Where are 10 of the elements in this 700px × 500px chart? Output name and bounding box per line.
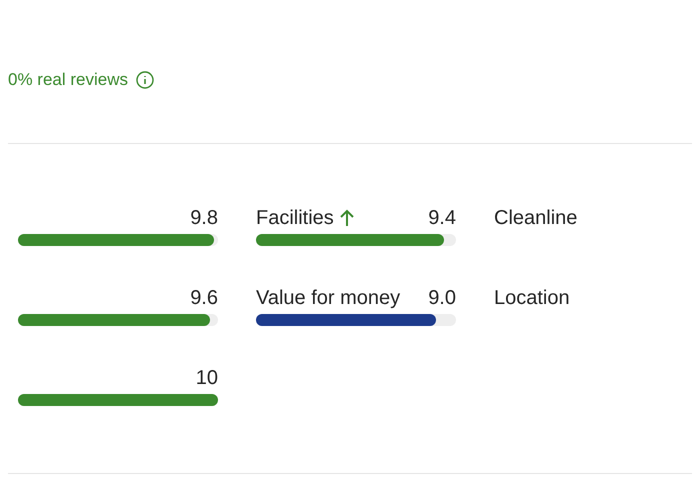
data-label: 9.6 [190,286,218,310]
category-label: Location [494,286,571,310]
data-label: 9.8 [190,206,218,230]
y-tick-label: Facilities [256,206,335,230]
y-tick-label: Value for money [256,286,400,310]
category-label: Cleanline [494,206,578,230]
data-label: 10 [196,366,218,390]
data-label: 9.4 [428,206,456,230]
data-label: 9.0 [428,286,456,310]
text: 0% real reviews [8,70,128,90]
